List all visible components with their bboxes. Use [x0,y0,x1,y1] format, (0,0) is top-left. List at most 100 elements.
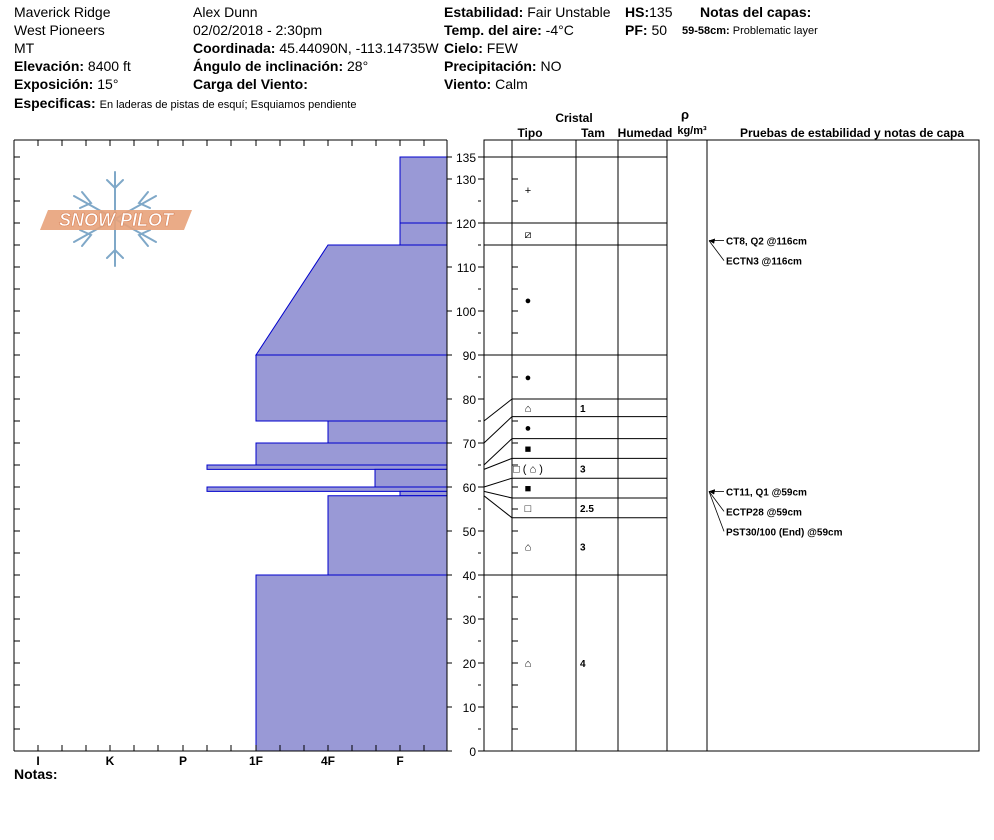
layer-connector [483,457,513,470]
depth-tick-label: 50 [463,525,477,539]
depth-tick-label: 90 [463,349,477,363]
test-pointer [708,491,725,512]
wind-label: Viento: [444,76,492,92]
hardness-label: 4F [321,754,335,768]
precipitation: Precipitación: NO [444,58,561,75]
crystal-symbol: + [525,185,531,197]
crystal-symbol: ⌂ [525,658,532,670]
layer-notes-text: Problematic layer [732,25,818,37]
depth-tick-label: 130 [456,173,476,187]
wind-load-label: Carga del Viento: [193,76,308,92]
hardness-layer [399,156,448,224]
datetime: 02/02/2018 - 2:30pm [193,22,323,38]
crystal-header: Cristal [555,111,592,125]
hardness-layer [399,222,448,246]
layer-notes-range: 59-58cm: [682,25,730,37]
layer-connector [483,416,513,444]
stability-test-label: PST30/100 (End) @59cm [726,527,843,538]
stability-test-label: ECTN3 @116cm [726,257,802,268]
hardness-layer [206,486,448,492]
coordinate-label: Coordinada: [193,40,276,56]
hardness-label: P [179,754,187,768]
crystal-symbol: ● [525,372,532,384]
coordinate-value: 45.44090N, -113.14735W [279,40,439,56]
air-temp: Temp. del aire: -4°C [444,22,574,39]
crystal-symbol: □ [525,503,532,515]
depth-tick-label: 120 [456,217,476,231]
stability-value: Fair Unstable [527,4,611,20]
hardness-layer [374,468,448,488]
hardness-layer [206,464,448,470]
hardness-label: 1F [249,754,263,768]
layer-connector [483,398,513,422]
slope-label: Ángulo de inclinación: [193,58,344,74]
stability-label: Estabilidad: [444,4,524,20]
wind-load: Carga del Viento: [193,76,308,93]
elevation-label: Elevación: [14,58,85,74]
crystal-symbol: ⌂ [525,403,532,415]
crystal-symbol: ■ [525,444,532,456]
crystal-size: 3 [580,464,586,475]
precip-label: Precipitación: [444,58,537,74]
pf: PF: 50 [625,22,667,39]
depth-tick-label: 0 [469,745,476,759]
layer-notes: 59-58cm: Problematic layer [682,23,818,40]
wind-value: Calm [495,76,528,92]
elevation: Elevación: 8400 ft [14,58,131,75]
crystal-size: 3 [580,542,586,553]
table-frame [483,139,980,752]
depth-tick-label: 40 [463,569,477,583]
range: West Pioneers [14,22,105,38]
depth-tick-label: 70 [463,437,477,451]
hardness-label: K [106,754,115,768]
stability: Estabilidad: Fair Unstable [444,4,611,21]
layer-connector [483,438,513,466]
aspect-value: 15° [97,76,119,92]
logo-text: SNOW PILOT [59,210,175,230]
hs: HS:135 [625,4,672,21]
depth-tick-label: 100 [456,305,476,319]
precip-value: NO [540,58,562,74]
specifics: Especificas: En laderas de pistas de esq… [14,95,356,114]
layer-connector [483,477,513,488]
slope-value: 28° [347,58,369,74]
depth-tick-label: 60 [463,481,477,495]
coordinate: Coordinada: 45.44090N, -113.14735W [193,40,439,57]
type-header: Tipo [517,126,542,140]
depth-tick-label: 30 [463,613,477,627]
stability-test-label: ECTP28 @59cm [726,507,802,518]
crystal-size: 4 [580,659,586,670]
test-arrow [709,489,715,495]
sky-label: Cielo: [444,40,483,56]
density-unit-header: kg/m³ [677,125,707,137]
depth-tick-label: 80 [463,393,477,407]
depth-tick-label: 20 [463,657,477,671]
depth-tick-label: 10 [463,701,477,715]
hardness-layer [255,574,448,752]
test-pointer [708,240,725,261]
stability-test-label: CT11, Q1 @59cm [726,487,807,498]
sky: Cielo: FEW [444,40,518,57]
aspect: Exposición: 15° [14,76,118,93]
sky-value: FEW [486,40,518,56]
layer-connector [483,495,513,519]
tests-header: Pruebas de estabilidad y notas de capa [740,126,964,140]
state: MT [14,40,35,56]
specifics-label: Especificas: [14,95,96,111]
hardness-label: F [396,754,403,768]
slope: Ángulo de inclinación: 28° [193,58,368,75]
hardness-layer [255,354,448,422]
crystal-symbol: ● [525,423,532,435]
notes-label: Notas: [14,766,58,782]
hardness-layer [327,495,448,576]
crystal-symbol: ⌂ [525,541,532,553]
rho-header: ρ [681,107,689,122]
observer: Alex Dunn [193,4,258,20]
pf-label: PF: [625,22,648,38]
crystal-symbol: □ ( ⌂ ) [513,463,543,475]
snow-pilot-logo: SNOW PILOT [40,171,192,267]
location: Maverick Ridge [14,4,111,20]
layer-connector [483,490,513,499]
hardness-layer [255,442,448,466]
wind: Viento: Calm [444,76,528,93]
